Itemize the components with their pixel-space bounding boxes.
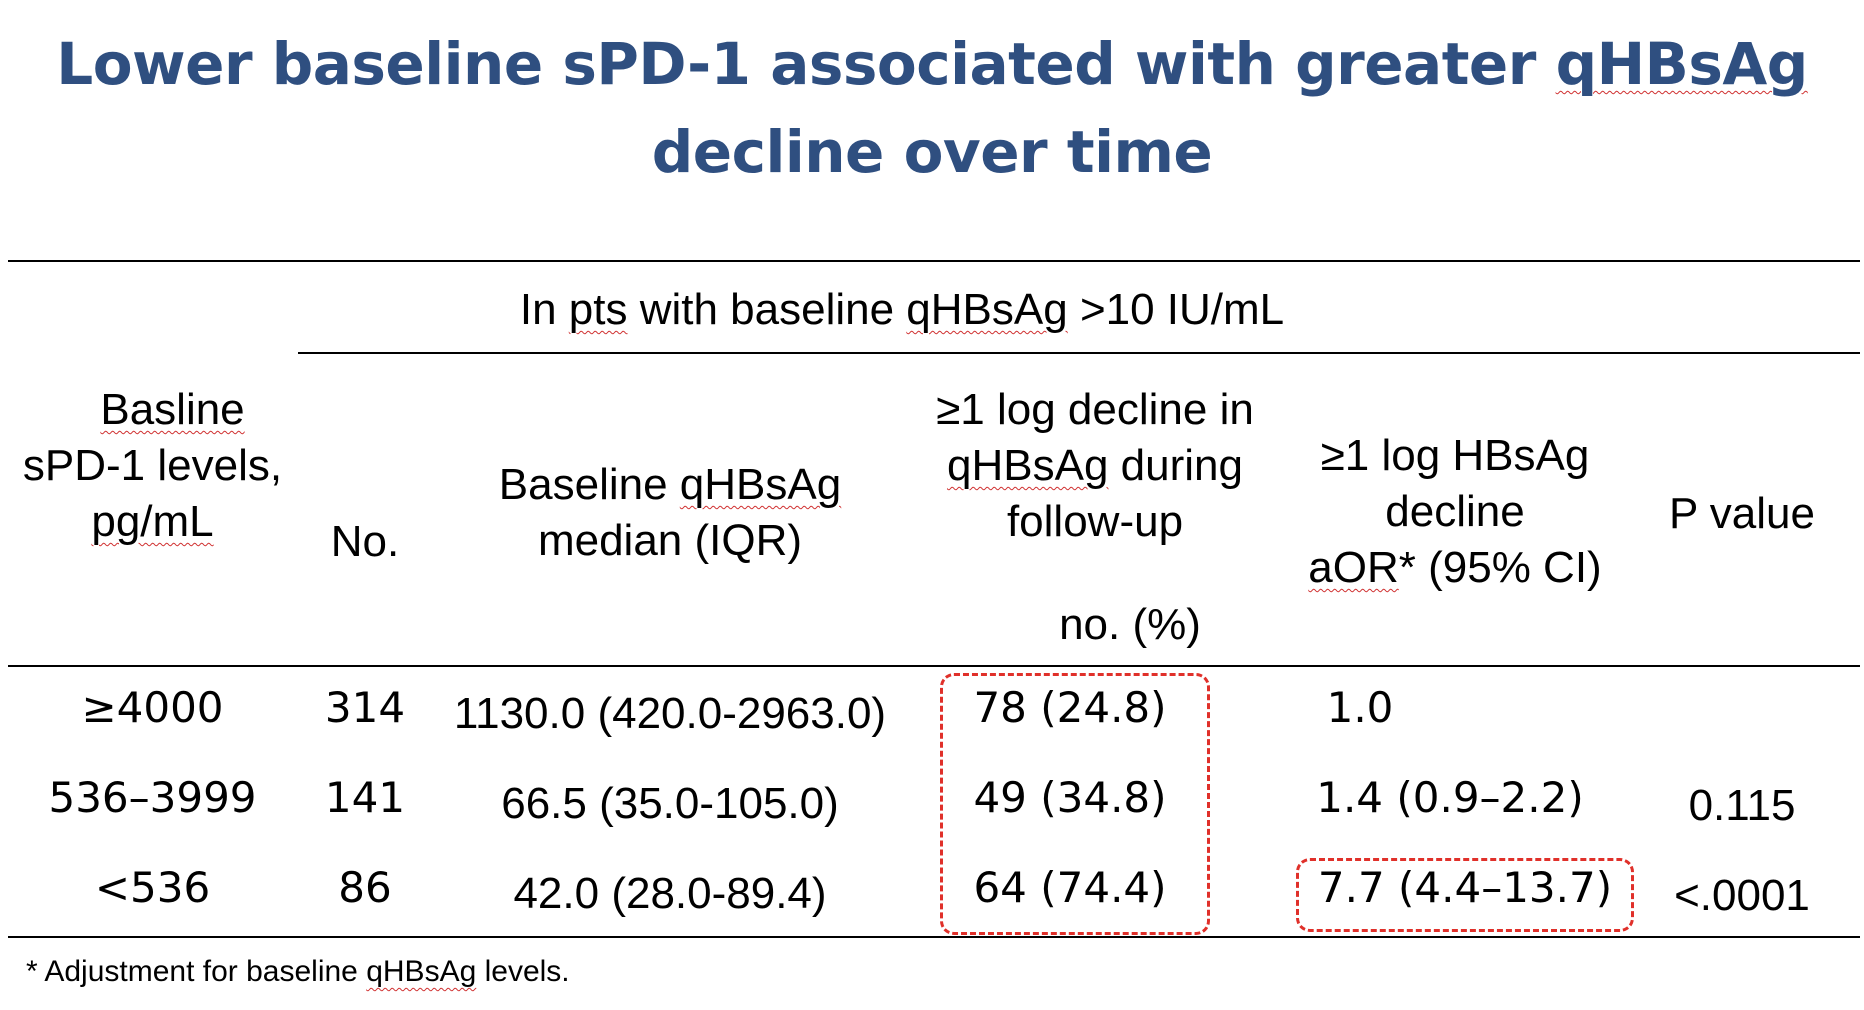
header-no: No.	[330, 517, 400, 566]
row1-decline: 78 (24.8)	[973, 683, 1167, 732]
row3-median: 42.0 (28.0-89.4)	[513, 869, 827, 918]
table-bottom-rule	[8, 936, 1860, 938]
row1-no: 314	[324, 683, 406, 732]
table-top-rule	[8, 260, 1860, 262]
row2-p: 0.115	[1688, 781, 1796, 830]
row3-decline: 64 (74.4)	[973, 863, 1167, 912]
header-p-value: P value	[1669, 489, 1815, 538]
slide-title: Lower baseline sPD-1 associated with gre…	[0, 20, 1864, 196]
row3-level: <536	[94, 863, 211, 912]
row1-median: 1130.0 (420.0-2963.0)	[453, 689, 887, 738]
header-aor: ≥1 log HBsAg decline aOR* (95% CI)	[1308, 431, 1602, 592]
title-line-1: Lower baseline sPD-1 associated with gre…	[56, 30, 1809, 98]
row2-no: 141	[324, 773, 406, 822]
row3-aor: 7.7 (4.4–13.7)	[1317, 863, 1613, 912]
title-line-2: decline over time	[651, 118, 1213, 186]
row1-aor: 1.0	[1326, 683, 1394, 732]
header-log-decline: ≥1 log decline in qHBsAg during follow-u…	[936, 385, 1254, 546]
row2-median: 66.5 (35.0-105.0)	[501, 779, 839, 828]
aor-highlight-box	[1296, 858, 1634, 932]
header-baseline-sPD1: Basline sPD-1 levels, pg/mL	[22, 385, 283, 546]
group-header: In pts with baseline qHBsAg >10 IU/mL	[519, 285, 1285, 334]
row3-no: 86	[338, 863, 392, 912]
group-header-rule	[298, 352, 1860, 354]
row2-decline: 49 (34.8)	[973, 773, 1167, 822]
decline-highlight-box	[940, 673, 1210, 935]
header-baseline-qhbsag: Baseline qHBsAg median (IQR)	[498, 460, 842, 565]
row2-aor: 1.4 (0.9–2.2)	[1316, 773, 1584, 822]
header-bottom-rule	[8, 665, 1860, 667]
row3-p: <.0001	[1674, 871, 1810, 920]
footnote: * Adjustment for baseline qHBsAg levels.	[26, 955, 570, 988]
spellcheck-term: qHBsAg	[1555, 30, 1809, 98]
row2-level: 536–3999	[48, 773, 257, 822]
header-log-decline-unit: no. (%)	[1059, 600, 1201, 649]
row1-level: ≥4000	[81, 683, 224, 732]
